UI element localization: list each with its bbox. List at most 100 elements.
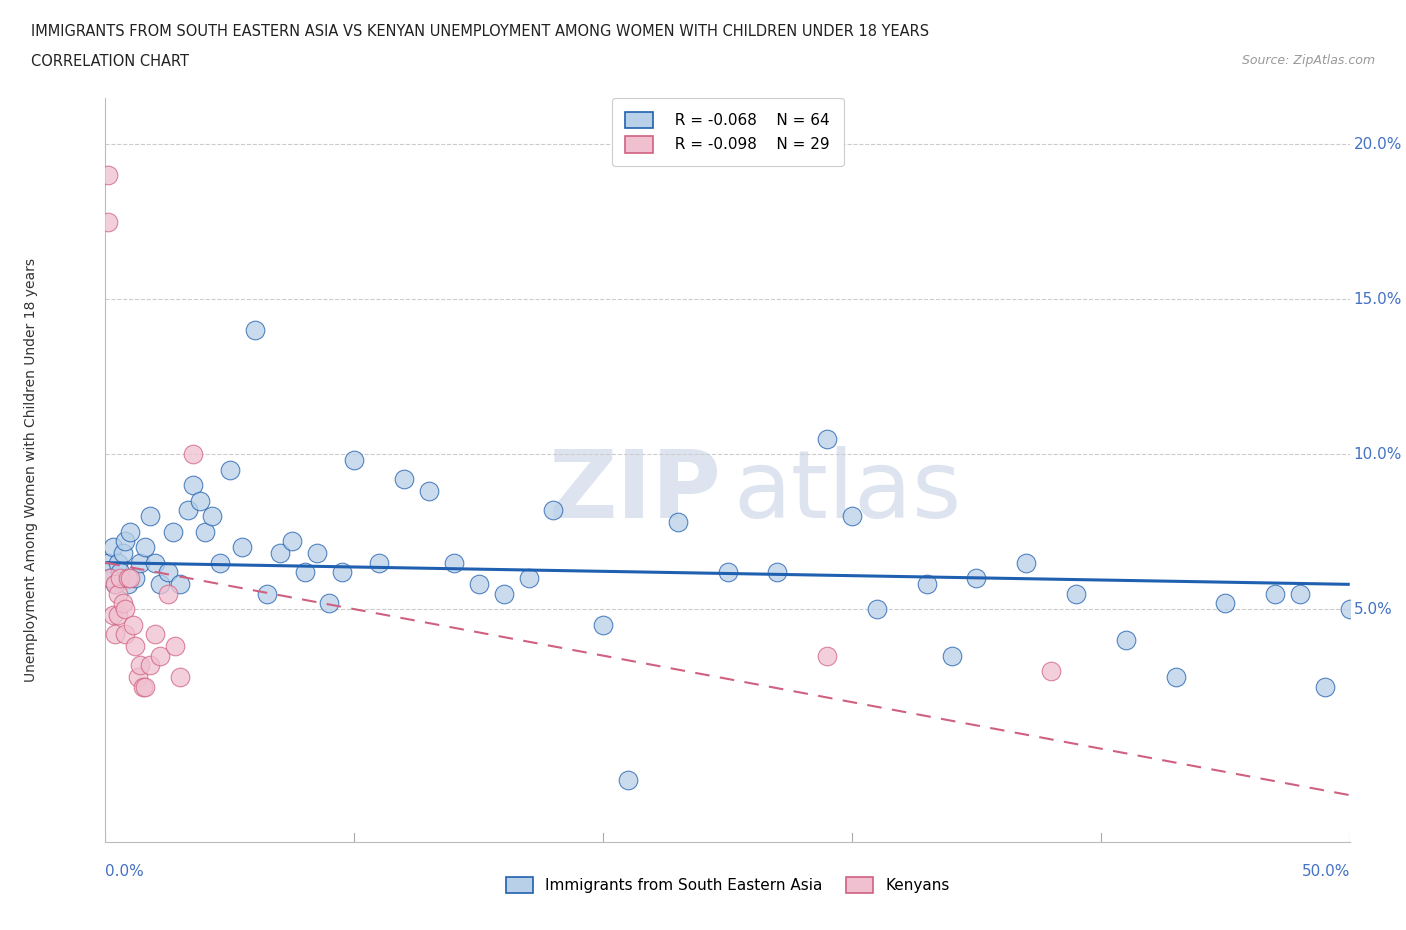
Point: [269, 546, 291, 561]
Point: [165, 639, 187, 654]
Point: [467, 577, 489, 591]
Point: [1339, 602, 1361, 617]
Point: [1289, 586, 1312, 601]
Point: [104, 577, 127, 591]
Point: [1313, 679, 1336, 694]
Text: 10.0%: 10.0%: [1354, 446, 1402, 461]
Point: [1164, 670, 1187, 684]
Point: [941, 648, 963, 663]
Point: [110, 565, 132, 579]
Point: [104, 627, 127, 642]
Point: [281, 534, 304, 549]
Point: [343, 453, 366, 468]
Point: [330, 565, 353, 579]
Point: [139, 658, 162, 672]
Point: [231, 539, 253, 554]
Point: [766, 565, 789, 579]
Point: [117, 577, 139, 591]
Point: [100, 571, 122, 586]
Point: [149, 648, 172, 663]
Point: [1040, 664, 1063, 679]
Point: [188, 493, 211, 508]
Point: [129, 555, 152, 570]
Point: [666, 515, 689, 530]
Point: [124, 571, 146, 586]
Text: Source: ZipAtlas.com: Source: ZipAtlas.com: [1241, 54, 1375, 67]
Point: [120, 571, 142, 586]
Point: [717, 565, 740, 579]
Point: [965, 571, 987, 586]
Point: [915, 577, 938, 591]
Text: 20.0%: 20.0%: [1354, 137, 1402, 152]
Point: [592, 618, 614, 632]
Point: [143, 627, 166, 642]
Point: [97, 555, 120, 570]
Point: [208, 555, 231, 570]
Point: [117, 571, 139, 586]
Point: [114, 627, 136, 642]
Point: [104, 577, 127, 591]
Point: [110, 571, 132, 586]
Point: [114, 534, 136, 549]
Point: [841, 509, 863, 524]
Text: ZIP: ZIP: [548, 446, 721, 538]
Point: [1064, 586, 1087, 601]
Text: IMMIGRANTS FROM SOUTH EASTERN ASIA VS KENYAN UNEMPLOYMENT AMONG WOMEN WITH CHILD: IMMIGRANTS FROM SOUTH EASTERN ASIA VS KE…: [31, 24, 929, 39]
Point: [107, 608, 129, 623]
Point: [181, 446, 204, 461]
Text: atlas: atlas: [734, 446, 962, 538]
Point: [111, 595, 134, 610]
Text: Unemployment Among Women with Children Under 18 years: Unemployment Among Women with Children U…: [24, 258, 38, 682]
Text: CORRELATION CHART: CORRELATION CHART: [31, 54, 188, 69]
Point: [156, 565, 179, 579]
Point: [149, 577, 172, 591]
Point: [101, 608, 124, 623]
Point: [97, 214, 120, 229]
Text: 5.0%: 5.0%: [1354, 602, 1392, 617]
Point: [194, 525, 217, 539]
Text: 0.0%: 0.0%: [105, 864, 145, 879]
Point: [107, 586, 129, 601]
Point: [134, 539, 156, 554]
Point: [132, 679, 155, 694]
Point: [124, 639, 146, 654]
Point: [169, 577, 191, 591]
Point: [617, 772, 640, 787]
Point: [100, 571, 122, 586]
Point: [1115, 632, 1137, 647]
Point: [176, 502, 198, 517]
Point: [139, 509, 162, 524]
Point: [134, 679, 156, 694]
Point: [294, 565, 316, 579]
Point: [101, 539, 124, 554]
Point: [120, 525, 142, 539]
Point: [256, 586, 278, 601]
Point: [866, 602, 889, 617]
Point: [1264, 586, 1286, 601]
Point: [201, 509, 224, 524]
Point: [129, 658, 152, 672]
Point: [368, 555, 391, 570]
Point: [418, 484, 440, 498]
Text: 50.0%: 50.0%: [1302, 864, 1350, 879]
Point: [1215, 595, 1237, 610]
Point: [121, 618, 143, 632]
Text: 15.0%: 15.0%: [1354, 292, 1402, 307]
Legend: Immigrants from South Eastern Asia, Kenyans: Immigrants from South Eastern Asia, Keny…: [498, 869, 957, 901]
Point: [543, 502, 565, 517]
Point: [517, 571, 540, 586]
Point: [114, 602, 136, 617]
Point: [1015, 555, 1038, 570]
Point: [443, 555, 465, 570]
Point: [156, 586, 179, 601]
Point: [492, 586, 515, 601]
Point: [107, 555, 129, 570]
Point: [219, 462, 242, 477]
Point: [243, 323, 266, 338]
Point: [111, 546, 134, 561]
Point: [143, 555, 166, 570]
Point: [305, 546, 328, 561]
Point: [815, 432, 838, 446]
Point: [181, 478, 204, 493]
Point: [162, 525, 184, 539]
